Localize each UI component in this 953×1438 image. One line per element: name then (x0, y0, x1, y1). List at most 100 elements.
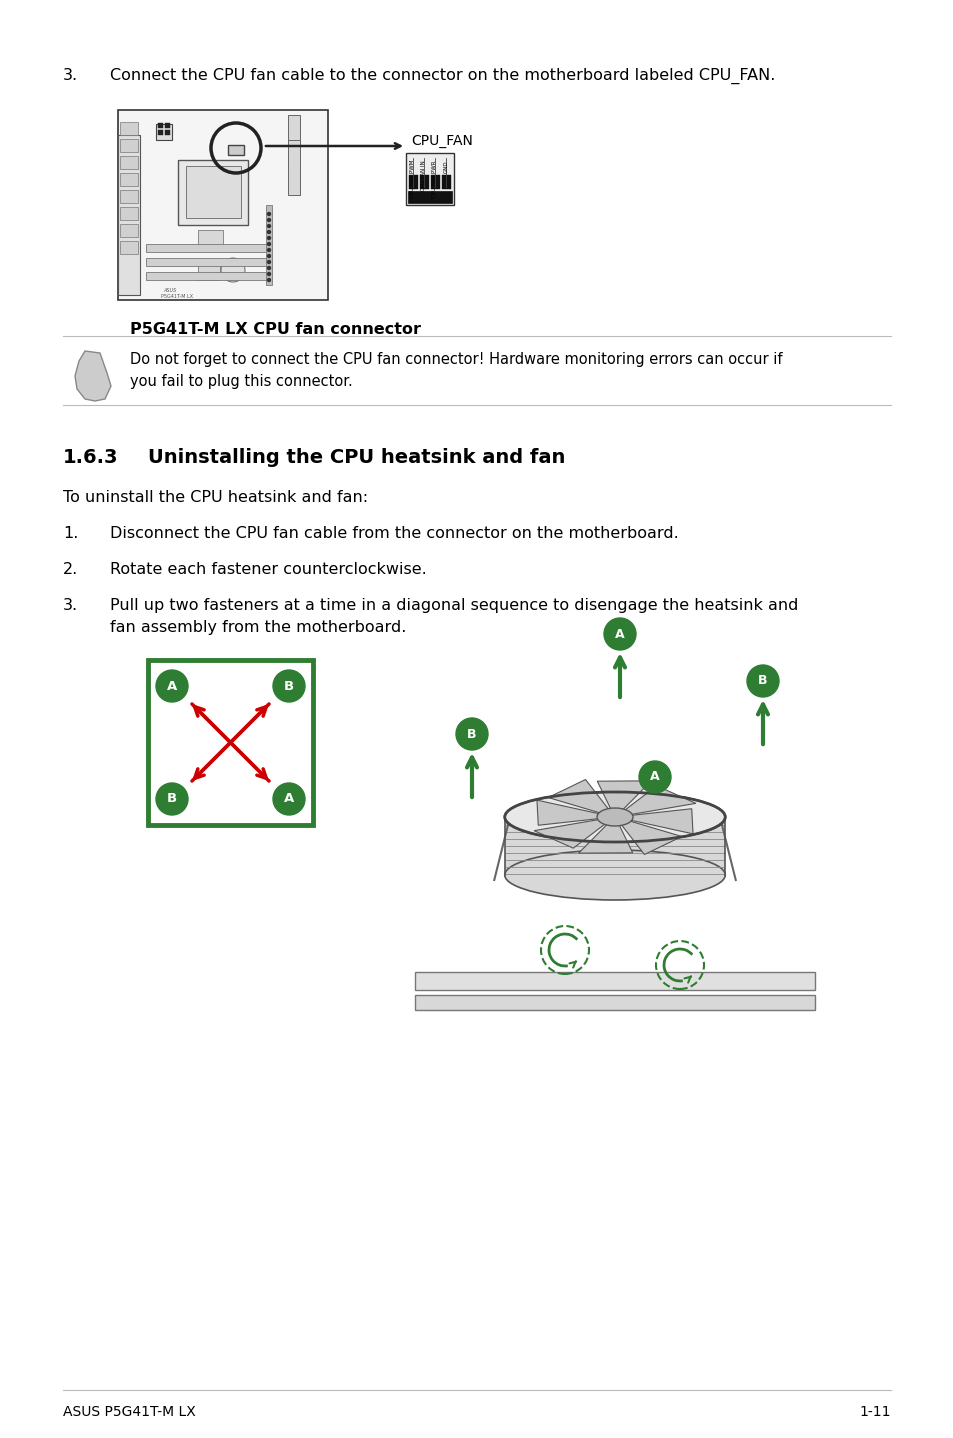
Bar (148, 660, 313, 825)
Circle shape (273, 670, 305, 702)
Ellipse shape (504, 850, 724, 900)
Text: Pull up two fasteners at a time in a diagonal sequence to disengage the heatsink: Pull up two fasteners at a time in a dia… (110, 598, 798, 613)
Ellipse shape (504, 792, 724, 843)
Polygon shape (578, 823, 632, 853)
Circle shape (746, 664, 779, 697)
Circle shape (273, 784, 305, 815)
Circle shape (156, 784, 188, 815)
Circle shape (267, 266, 271, 269)
Polygon shape (537, 800, 602, 825)
Circle shape (456, 718, 488, 751)
Text: Do not forget to connect the CPU fan connector! Hardware monitoring errors can o: Do not forget to connect the CPU fan con… (130, 352, 781, 367)
Bar (415, 995, 814, 1009)
Text: 3.: 3. (63, 598, 78, 613)
Bar (120, 242, 138, 255)
Circle shape (267, 236, 271, 240)
Polygon shape (626, 808, 692, 834)
Text: P5G41T-M LX CPU fan connector: P5G41T-M LX CPU fan connector (130, 322, 420, 336)
Text: B: B (284, 680, 294, 693)
Text: CPU FAN PWR: CPU FAN PWR (432, 160, 437, 197)
Bar (288, 115, 299, 170)
Text: 1.: 1. (63, 526, 78, 541)
Bar (198, 262, 220, 280)
Bar (120, 207, 138, 220)
Bar (419, 175, 429, 188)
Bar (228, 145, 244, 155)
Text: Rotate each fastener counterclockwise.: Rotate each fastener counterclockwise. (110, 562, 426, 577)
Text: Uninstalling the CPU heatsink and fan: Uninstalling the CPU heatsink and fan (148, 449, 565, 467)
Text: B: B (467, 728, 476, 741)
Text: 2.: 2. (63, 562, 78, 577)
Bar (406, 152, 454, 206)
Polygon shape (534, 820, 608, 848)
Bar (165, 124, 170, 128)
Ellipse shape (597, 808, 633, 825)
Bar (431, 175, 439, 188)
Circle shape (603, 618, 636, 650)
Bar (158, 129, 163, 135)
Circle shape (267, 260, 271, 263)
Circle shape (267, 224, 271, 227)
Circle shape (267, 272, 271, 276)
Circle shape (267, 255, 271, 257)
Bar (415, 972, 814, 989)
Text: CPU FAN PWM: CPU FAN PWM (410, 160, 416, 198)
Polygon shape (597, 781, 651, 812)
Text: CPU_FAN: CPU_FAN (411, 134, 473, 148)
Polygon shape (75, 351, 111, 401)
Bar (408, 191, 452, 203)
Text: you fail to plug this connector.: you fail to plug this connector. (130, 374, 353, 390)
Text: Connect the CPU fan cable to the connector on the motherboard labeled CPU_FAN.: Connect the CPU fan cable to the connect… (110, 68, 775, 85)
Bar (266, 206, 272, 285)
Bar (156, 124, 172, 139)
Bar (120, 122, 138, 135)
Text: ASUS P5G41T-M LX: ASUS P5G41T-M LX (63, 1405, 195, 1419)
Text: A: A (615, 627, 624, 640)
Circle shape (156, 670, 188, 702)
Text: 1.6.3: 1.6.3 (63, 449, 118, 467)
Text: GND: GND (443, 160, 448, 173)
Bar (504, 820, 724, 874)
Bar (146, 244, 271, 252)
Text: ASUS: ASUS (163, 288, 176, 293)
Bar (120, 139, 138, 152)
Bar (409, 175, 417, 188)
Bar (178, 160, 248, 224)
Text: A: A (167, 680, 177, 693)
Circle shape (267, 249, 271, 252)
Circle shape (221, 257, 245, 282)
Bar (120, 155, 138, 170)
Bar (120, 224, 138, 237)
Text: A: A (650, 771, 659, 784)
Bar (146, 272, 271, 280)
Text: B: B (758, 674, 767, 687)
Circle shape (267, 230, 271, 233)
Circle shape (267, 213, 271, 216)
Circle shape (639, 761, 670, 792)
Bar (120, 190, 138, 203)
Text: 3.: 3. (63, 68, 78, 83)
Text: Disconnect the CPU fan cable from the connector on the motherboard.: Disconnect the CPU fan cable from the co… (110, 526, 678, 541)
Polygon shape (620, 785, 695, 815)
Bar (158, 124, 163, 128)
Bar (198, 230, 223, 250)
Circle shape (267, 279, 271, 282)
Bar (165, 129, 170, 135)
Bar (118, 135, 140, 295)
Bar (288, 139, 299, 196)
Text: CPU FAN IN: CPU FAN IN (421, 160, 426, 191)
Circle shape (267, 219, 271, 221)
Text: A: A (284, 792, 294, 805)
Circle shape (267, 243, 271, 246)
Polygon shape (619, 820, 681, 854)
Text: To uninstall the CPU heatsink and fan:: To uninstall the CPU heatsink and fan: (63, 490, 368, 505)
Bar (120, 173, 138, 186)
Bar (441, 175, 451, 188)
Bar (186, 165, 241, 219)
Text: 1-11: 1-11 (859, 1405, 890, 1419)
Bar (118, 109, 328, 301)
Text: P5G41T-M LX: P5G41T-M LX (161, 293, 193, 299)
Polygon shape (548, 779, 610, 814)
Text: B: B (167, 792, 177, 805)
Bar (146, 257, 271, 266)
